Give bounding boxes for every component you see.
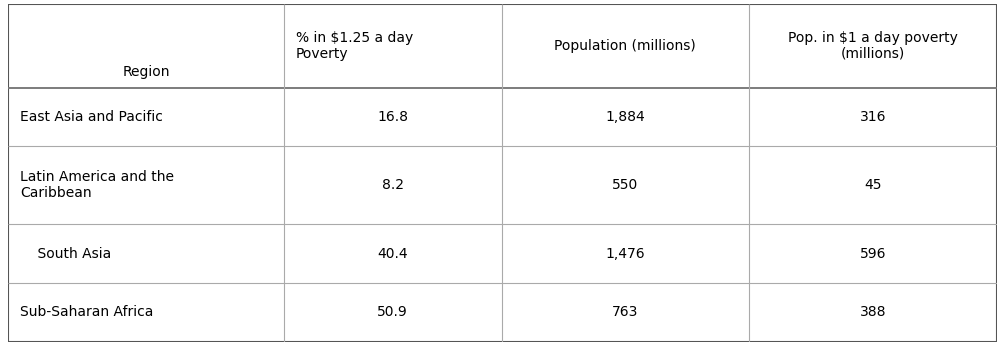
Text: 550: 550 xyxy=(612,178,638,192)
Text: 763: 763 xyxy=(612,306,638,319)
Text: Latin America and the
Caribbean: Latin America and the Caribbean xyxy=(20,170,174,200)
Text: 1,884: 1,884 xyxy=(605,110,645,124)
Text: 8.2: 8.2 xyxy=(382,178,404,192)
Text: South Asia: South Asia xyxy=(20,247,112,261)
Text: Sub-Saharan Africa: Sub-Saharan Africa xyxy=(20,306,154,319)
Text: 596: 596 xyxy=(859,247,886,261)
Text: 316: 316 xyxy=(859,110,886,124)
Text: 45: 45 xyxy=(864,178,881,192)
Text: 40.4: 40.4 xyxy=(378,247,408,261)
Text: % in $1.25 a day
Poverty: % in $1.25 a day Poverty xyxy=(295,31,413,61)
Text: 388: 388 xyxy=(859,306,886,319)
Text: 16.8: 16.8 xyxy=(377,110,408,124)
Text: Pop. in $1 a day poverty
(millions): Pop. in $1 a day poverty (millions) xyxy=(788,31,958,61)
Text: East Asia and Pacific: East Asia and Pacific xyxy=(20,110,163,124)
Text: Population (millions): Population (millions) xyxy=(554,39,696,53)
Text: 1,476: 1,476 xyxy=(605,247,645,261)
Text: Region: Region xyxy=(123,65,170,79)
Text: 50.9: 50.9 xyxy=(377,306,408,319)
